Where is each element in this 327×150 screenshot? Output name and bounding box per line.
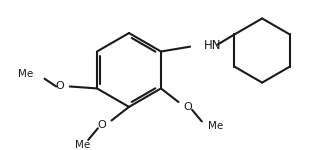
- Text: O: O: [184, 102, 193, 112]
- Text: Me: Me: [75, 140, 90, 150]
- Text: Me: Me: [208, 121, 223, 131]
- Text: O: O: [56, 81, 64, 92]
- Text: HN: HN: [204, 39, 221, 52]
- Text: Me: Me: [18, 69, 33, 79]
- Text: O: O: [97, 120, 106, 130]
